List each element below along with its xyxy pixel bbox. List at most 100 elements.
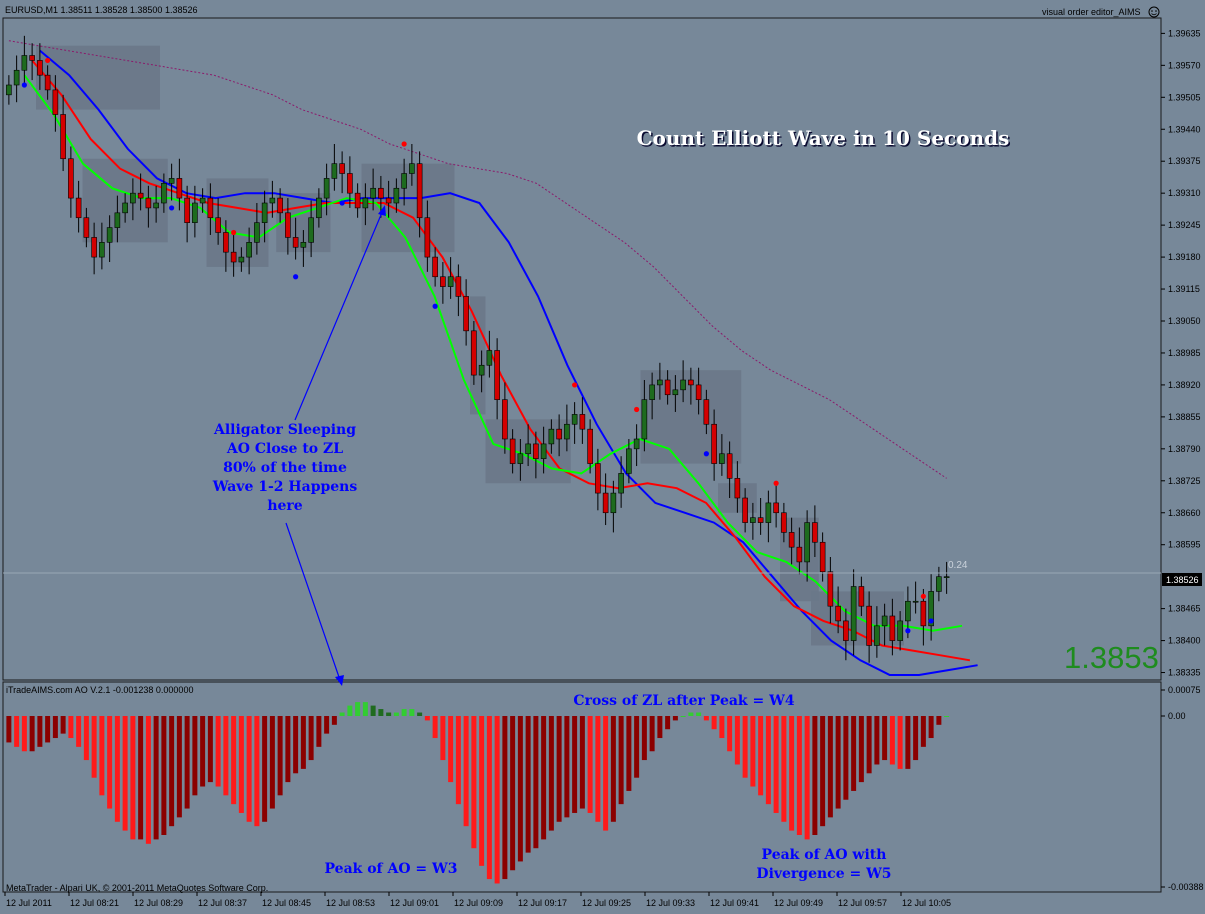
candle bbox=[602, 473, 609, 526]
ao-bar bbox=[905, 716, 911, 769]
price-tick-label: 1.38855 bbox=[1168, 412, 1201, 422]
candle bbox=[533, 431, 539, 479]
ao-bar bbox=[207, 716, 213, 783]
fractal-up-marker bbox=[231, 229, 237, 236]
candle-body bbox=[6, 84, 12, 96]
candle bbox=[130, 178, 136, 221]
ao-bar bbox=[510, 716, 516, 871]
candle bbox=[153, 185, 159, 223]
candle bbox=[757, 498, 764, 535]
candle-body bbox=[587, 428, 593, 464]
candle bbox=[91, 222, 97, 275]
candle-body bbox=[316, 197, 322, 219]
ao-bar bbox=[665, 716, 671, 730]
ao-bar bbox=[936, 716, 942, 725]
fractal-down-marker bbox=[21, 82, 27, 88]
candle-body bbox=[478, 364, 485, 376]
candle-body bbox=[269, 197, 276, 204]
ao-bar bbox=[262, 716, 268, 822]
symbol-info: EURUSD,M1 1.38511 1.38528 1.38500 1.3852… bbox=[5, 5, 197, 15]
fractal-down-marker bbox=[928, 618, 934, 624]
ao-bar bbox=[169, 716, 175, 827]
title-shadow: Count Elliott Wave in 10 Seconds bbox=[638, 128, 1011, 152]
candle bbox=[44, 65, 51, 100]
candle bbox=[626, 439, 632, 484]
candle-body bbox=[928, 591, 934, 627]
candle-body bbox=[292, 237, 299, 248]
candle bbox=[711, 409, 717, 481]
ao-bar bbox=[719, 716, 725, 739]
candle-body bbox=[385, 197, 392, 204]
price-tick-label: 1.38985 bbox=[1168, 348, 1201, 358]
ao-bar bbox=[703, 716, 709, 721]
ao-bar bbox=[773, 716, 779, 813]
alligator-teeth-line bbox=[31, 59, 971, 662]
ao-bar bbox=[393, 712, 399, 716]
candle-body bbox=[843, 620, 849, 641]
candle bbox=[719, 434, 725, 476]
candle bbox=[587, 419, 593, 474]
ao-bar bbox=[269, 716, 275, 809]
ao-bar bbox=[448, 716, 454, 783]
ao-bar bbox=[324, 716, 330, 734]
price-tick-label: 1.38920 bbox=[1168, 380, 1201, 390]
candle bbox=[835, 586, 841, 634]
candle bbox=[447, 257, 454, 299]
candle-body bbox=[393, 187, 400, 204]
ao-bar bbox=[45, 716, 51, 743]
time-tick-label: 12 Jul 09:25 bbox=[582, 898, 631, 908]
candle-body bbox=[370, 187, 376, 199]
ao-bar bbox=[347, 705, 353, 716]
candle-body bbox=[60, 114, 66, 160]
ao-histogram bbox=[6, 702, 950, 884]
candle-body bbox=[130, 192, 136, 204]
ao-bar bbox=[610, 716, 616, 822]
candle bbox=[571, 402, 578, 444]
ao-bar bbox=[440, 716, 446, 761]
price-tick-label: 1.39050 bbox=[1168, 316, 1201, 326]
candle bbox=[564, 404, 570, 452]
candle bbox=[168, 163, 175, 201]
candle-body bbox=[943, 576, 950, 578]
candle bbox=[540, 426, 547, 474]
candle-body bbox=[261, 202, 268, 223]
ao-bar bbox=[603, 716, 609, 831]
price-tick-label: 1.38400 bbox=[1168, 636, 1201, 646]
candle-body bbox=[533, 443, 539, 459]
candle-body bbox=[455, 276, 462, 297]
ao-bar bbox=[672, 716, 678, 721]
ao-bar bbox=[866, 716, 872, 774]
candle-body bbox=[657, 379, 663, 386]
ao-bar bbox=[29, 716, 35, 752]
time-tick-label: 12 Jul 08:37 bbox=[198, 898, 247, 908]
candle bbox=[29, 43, 35, 81]
candle-body bbox=[192, 202, 198, 223]
price-tick-label: 1.38790 bbox=[1168, 444, 1201, 454]
candle-body bbox=[649, 384, 655, 400]
candle-body bbox=[285, 212, 291, 238]
ao-bar bbox=[626, 716, 632, 791]
candle bbox=[463, 279, 469, 346]
ao-bar bbox=[533, 716, 539, 849]
level-label: 0.24 bbox=[948, 560, 968, 571]
candle-body bbox=[246, 242, 252, 258]
candle bbox=[943, 561, 950, 594]
candle-body bbox=[161, 183, 167, 204]
ao-bar bbox=[920, 716, 926, 747]
ao-bar bbox=[161, 716, 167, 835]
candle-body bbox=[463, 296, 469, 332]
candle bbox=[827, 557, 834, 624]
fractal-up-marker bbox=[773, 480, 779, 486]
candle bbox=[114, 195, 121, 243]
candle bbox=[517, 439, 524, 481]
ao-bar bbox=[812, 716, 818, 835]
ao-bar bbox=[145, 716, 151, 844]
ao-tick-label: 0.00075 bbox=[1168, 685, 1201, 695]
candle-body bbox=[680, 379, 686, 391]
candle bbox=[525, 424, 531, 467]
ao-bar bbox=[122, 716, 128, 831]
w4-annotation: Cross of ZL after Peak = W4 bbox=[573, 693, 794, 709]
candle-body bbox=[757, 517, 764, 523]
candle bbox=[548, 419, 555, 454]
